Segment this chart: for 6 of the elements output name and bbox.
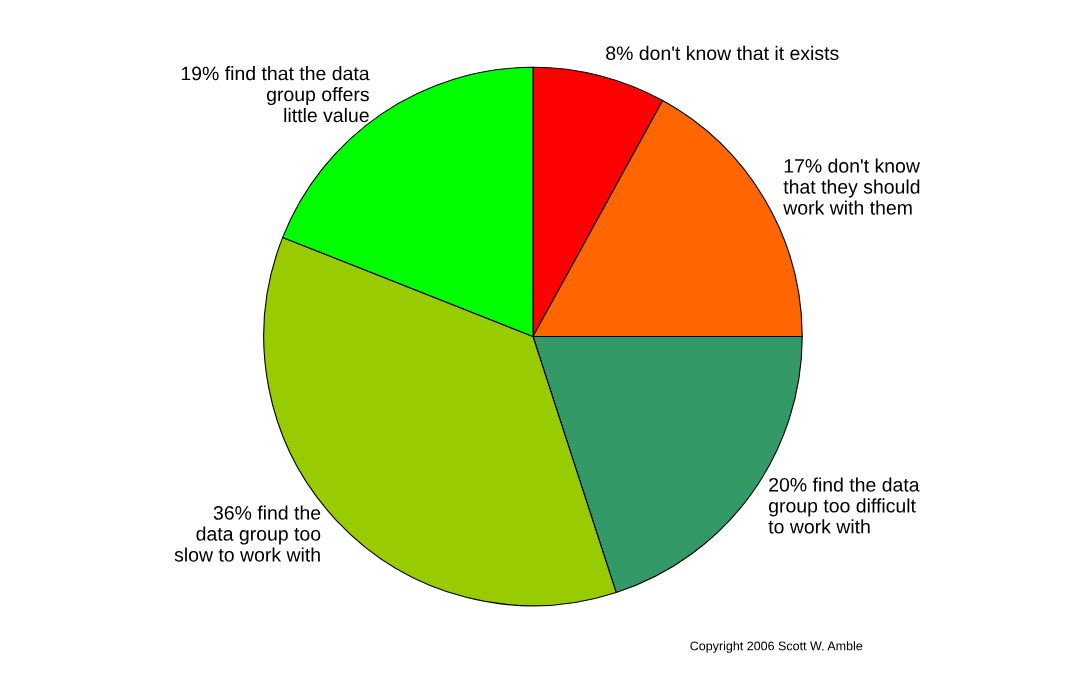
slice-label: 20% find the data group too difficult to work with xyxy=(768,477,920,534)
slice-label: 17% don't know that they should work with them xyxy=(783,158,920,215)
slice-label: 19% find that the data group offers little value xyxy=(181,66,370,123)
text: Copyright 2006 Scott W. Amble xyxy=(690,641,863,653)
slice-label: 36% find the data group too slow to work with xyxy=(174,505,321,562)
slice-label: 8% don't know that it exists xyxy=(606,45,839,61)
